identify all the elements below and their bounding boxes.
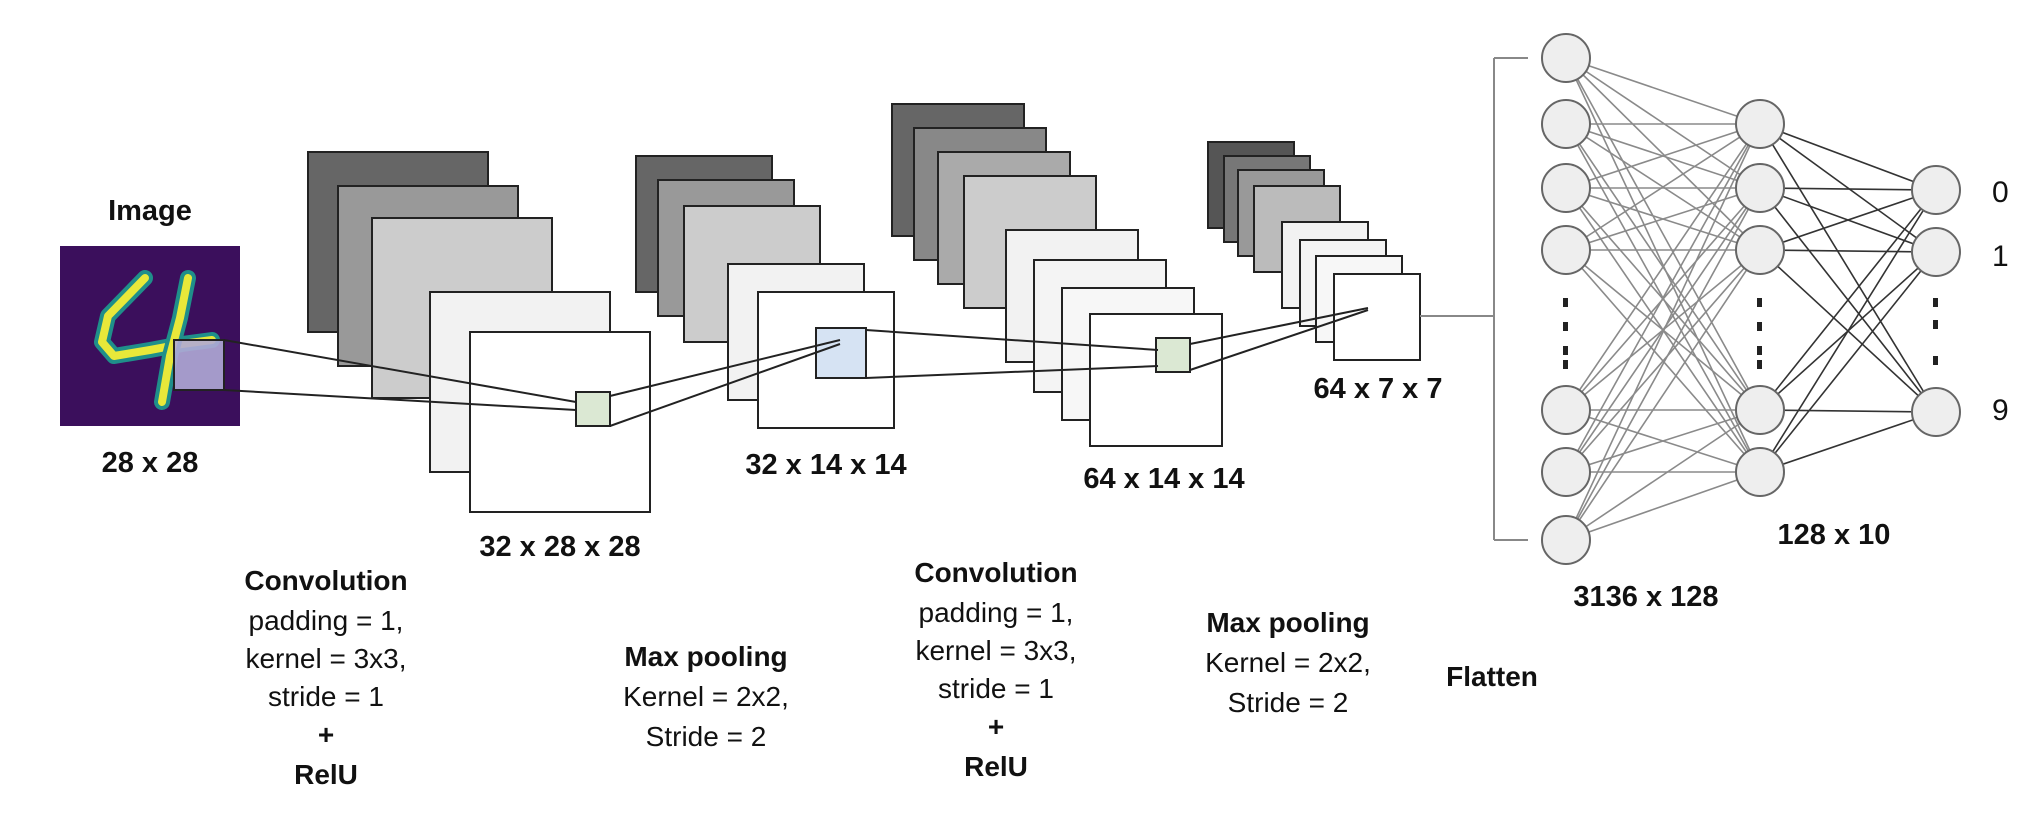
conv2-kernel-window	[1155, 337, 1191, 373]
conv2-kernel: kernel = 3x3,	[915, 635, 1076, 666]
flatten-bracket	[1420, 57, 1528, 541]
output-node-0	[1911, 165, 1961, 215]
conv1-stride: stride = 1	[268, 681, 384, 712]
flatten-node-2	[1541, 163, 1591, 213]
output-label-1: 1	[1992, 240, 2009, 273]
output-label-0: 0	[1992, 176, 2009, 209]
edge-layer1-6-3	[1565, 409, 1761, 541]
edge-layer2-4-2	[1759, 411, 1937, 473]
dense-connections	[1565, 57, 1937, 541]
edge-layer1-5-2	[1565, 249, 1761, 473]
hidden-node-3	[1735, 385, 1785, 435]
conv2-stride: stride = 1	[938, 673, 1054, 704]
conv1-plus: +	[318, 719, 334, 750]
pool2-title: Max pooling	[1206, 607, 1369, 638]
edge-layer1-5-1	[1565, 187, 1761, 473]
edge-layer1-0-4	[1565, 57, 1761, 473]
flatten-node-3	[1541, 225, 1591, 275]
hidden-node-1	[1735, 163, 1785, 213]
pool2-operation-label: Max pooling Kernel = 2x2, Stride = 2	[1205, 607, 1371, 718]
conv2-plus: +	[988, 711, 1004, 742]
output-node-2	[1911, 387, 1961, 437]
conv2-feature-stack	[891, 103, 1223, 447]
edge-layer2-0-0	[1759, 123, 1937, 191]
edge-layer2-4-1	[1759, 251, 1937, 473]
edge-layer2-2-0	[1759, 189, 1937, 251]
edge-layer2-3-0	[1759, 189, 1937, 411]
conv1-operation-label: Convolution padding = 1, kernel = 3x3, s…	[244, 565, 407, 790]
pool1-kernel-window	[815, 327, 867, 379]
edge-layer1-3-0	[1565, 123, 1761, 251]
flatten-node-4	[1541, 385, 1591, 435]
edge-layer1-0-3	[1565, 57, 1761, 411]
hidden-node-0	[1735, 99, 1785, 149]
ellipsis-dots	[1563, 298, 1938, 369]
dense-nodes	[1541, 33, 1961, 565]
flatten-label: Flatten	[1446, 661, 1538, 692]
input-size-label: 28 x 28	[102, 447, 199, 479]
edge-layer1-6-1	[1565, 187, 1761, 541]
pool1-feature-stack	[635, 155, 895, 429]
edge-layer2-2-1	[1759, 249, 1937, 253]
edge-layer1-0-1	[1565, 57, 1761, 189]
pool2-stride: Stride = 2	[1228, 687, 1349, 718]
flatten-node-6	[1541, 515, 1591, 565]
conv2-padding: padding = 1,	[919, 597, 1074, 628]
dense-layer1-label: 3136 x 128	[1573, 581, 1718, 613]
edge-layer1-5-3	[1565, 409, 1761, 473]
input-title: Image	[108, 195, 192, 227]
hidden-node-2	[1735, 225, 1785, 275]
flatten-node-5	[1541, 447, 1591, 497]
conv1-activation: RelU	[294, 759, 358, 790]
conv1-feature-stack	[307, 151, 651, 513]
edge-layer1-6-2	[1565, 249, 1761, 541]
edge-layer2-0-1	[1759, 123, 1937, 253]
output-label-9: 9	[1992, 394, 2009, 427]
conv2-output-size: 64 x 14 x 14	[1083, 463, 1244, 495]
pool1-operation-label: Max pooling Kernel = 2x2, Stride = 2	[623, 641, 789, 752]
edge-layer1-0-0	[1565, 57, 1761, 125]
edge-layer1-2-0	[1565, 123, 1761, 189]
hidden-node-4	[1735, 447, 1785, 497]
pool2-output-size: 64 x 7 x 7	[1314, 373, 1443, 405]
pool1-stride: Stride = 2	[646, 721, 767, 752]
edge-layer1-5-0	[1565, 123, 1761, 473]
edge-layer1-3-1	[1565, 187, 1761, 251]
edge-layer2-3-2	[1759, 409, 1937, 413]
edge-layer1-6-4	[1565, 471, 1761, 541]
conv1-output-size: 32 x 28 x 28	[479, 531, 640, 563]
input-kernel-window	[173, 339, 225, 391]
conv1-kernel: kernel = 3x3,	[245, 643, 406, 674]
pool1-kernel: Kernel = 2x2,	[623, 681, 789, 712]
conv1-padding: padding = 1,	[249, 605, 404, 636]
conv1-title: Convolution	[244, 565, 407, 596]
pool1-title: Max pooling	[624, 641, 787, 672]
edge-layer1-0-2	[1565, 57, 1761, 251]
pool2-kernel: Kernel = 2x2,	[1205, 647, 1371, 678]
flatten-node-1	[1541, 99, 1591, 149]
conv1-kernel-window	[575, 391, 611, 427]
kernel-projection-lines	[223, 307, 1369, 427]
edge-layer2-0-2	[1759, 123, 1937, 413]
conv2-operation-label: Convolution padding = 1, kernel = 3x3, s…	[914, 557, 1077, 782]
edge-layer2-4-0	[1759, 189, 1937, 473]
pool2-feature-stack	[1207, 141, 1421, 361]
conv2-activation: RelU	[964, 751, 1028, 782]
edge-layer1-6-0	[1565, 123, 1761, 541]
conv2-title: Convolution	[914, 557, 1077, 588]
pool1-output-size: 32 x 14 x 14	[745, 449, 906, 481]
output-node-1	[1911, 227, 1961, 277]
input-image	[60, 246, 240, 426]
edge-layer1-4-0	[1565, 123, 1761, 411]
flatten-node-0	[1541, 33, 1591, 83]
edge-layer2-1-0	[1759, 187, 1937, 191]
dense-layer2-label: 128 x 10	[1778, 519, 1891, 551]
